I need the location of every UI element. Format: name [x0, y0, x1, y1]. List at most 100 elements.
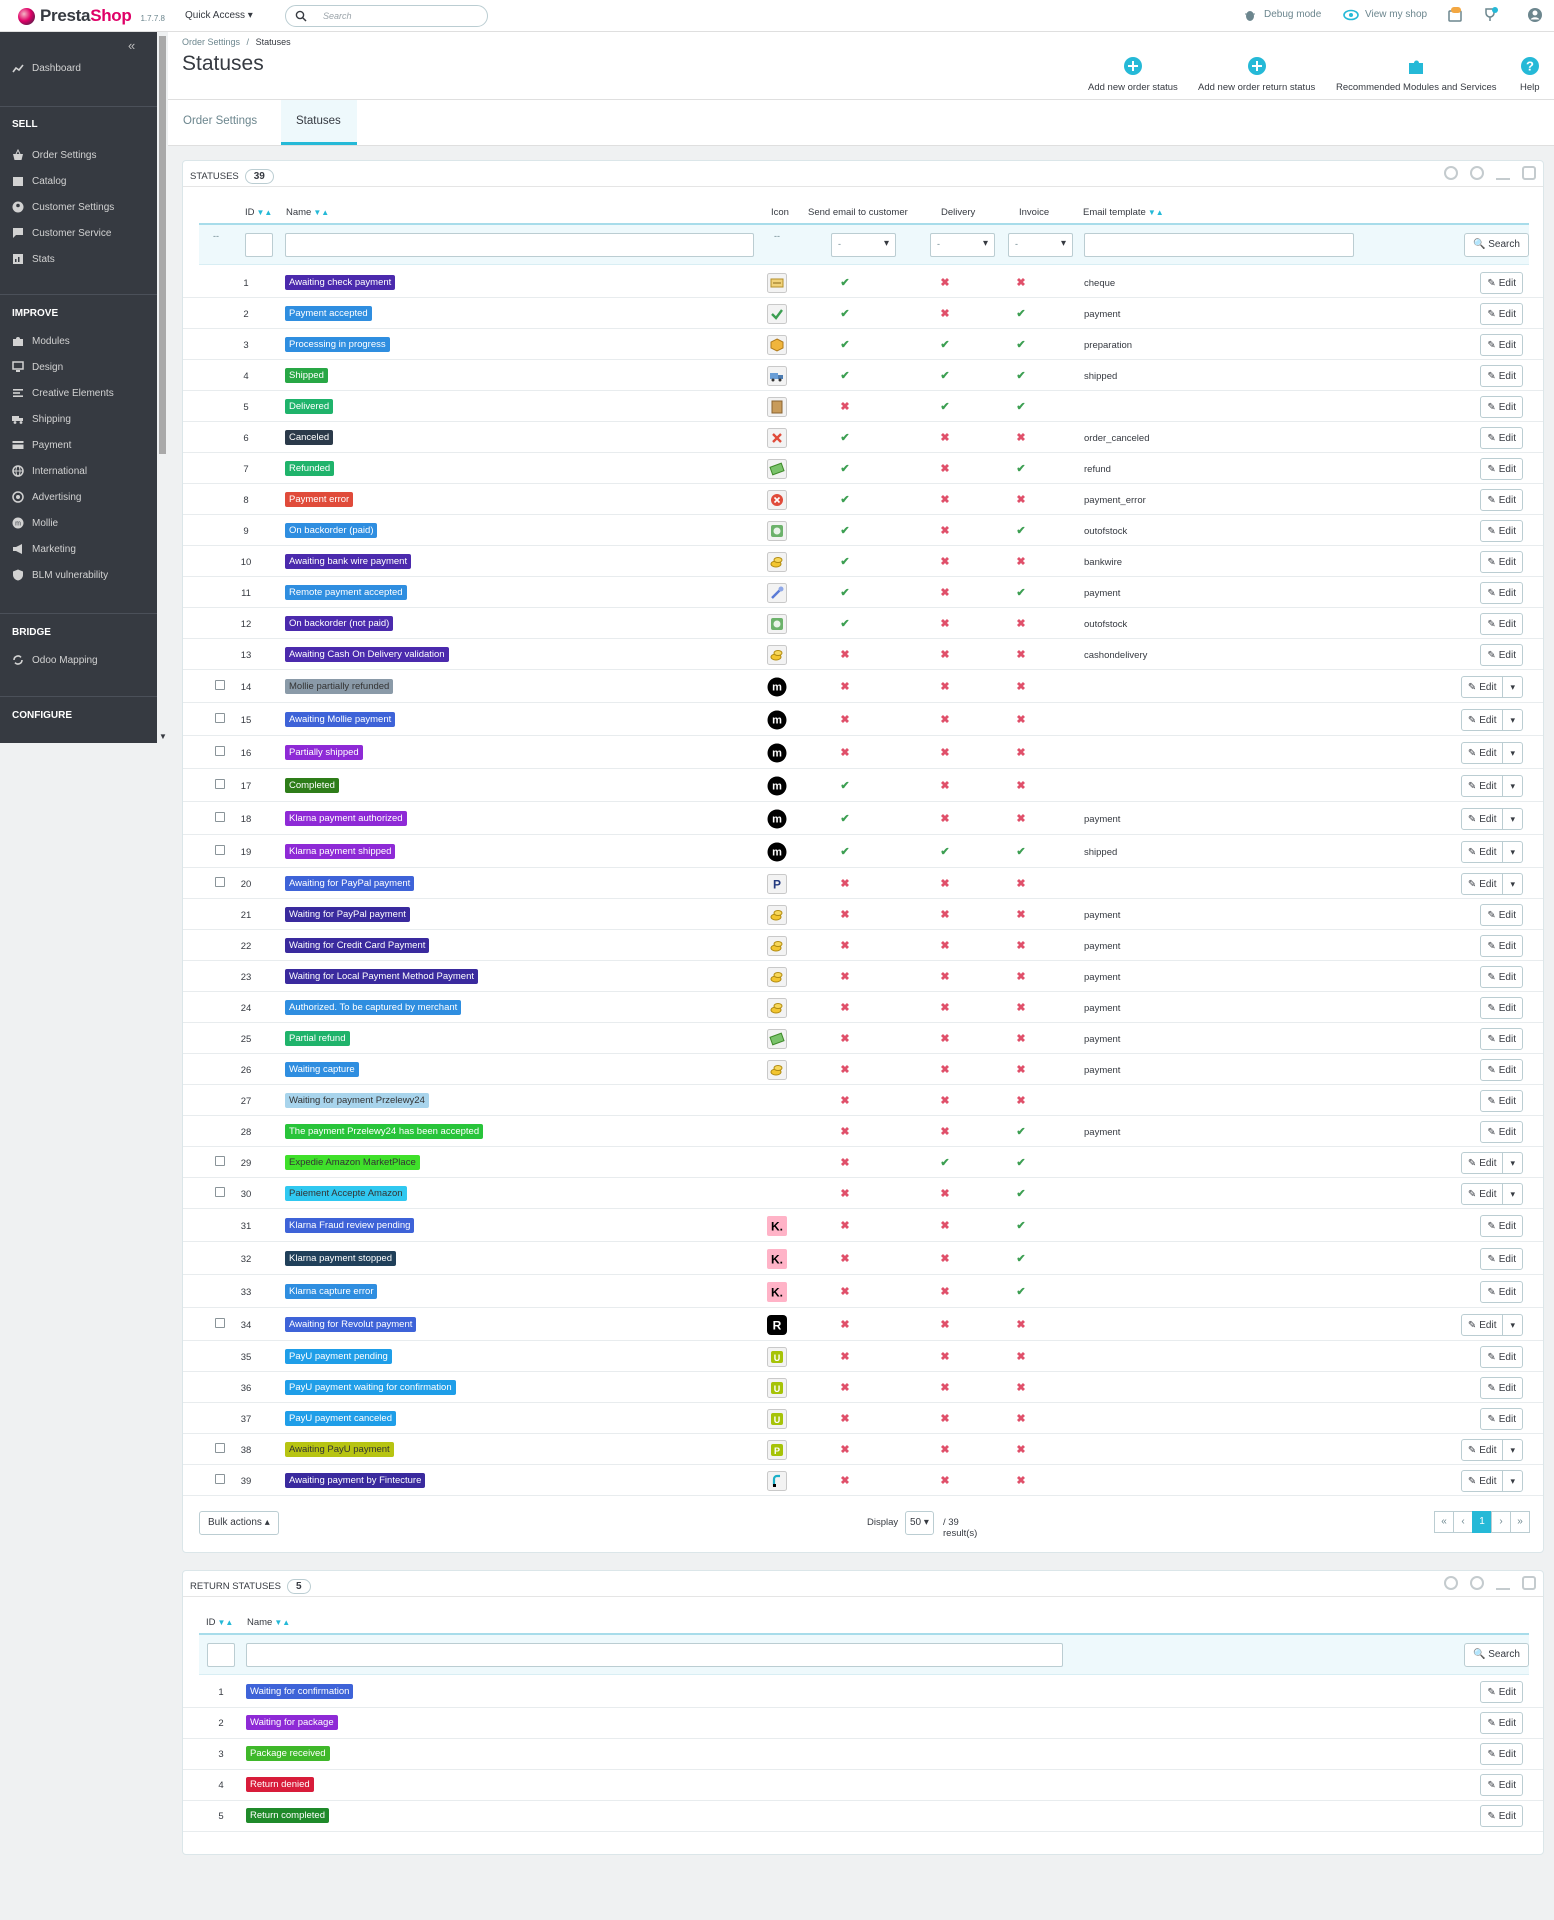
add-icon[interactable] — [1444, 166, 1458, 180]
row-checkbox[interactable] — [215, 1156, 225, 1166]
check-icon[interactable]: ✔ — [840, 813, 850, 825]
return-status-name-label[interactable]: Waiting for confirmation — [246, 1684, 354, 1699]
cross-icon[interactable]: ✖ — [840, 940, 850, 952]
cross-icon[interactable]: ✖ — [940, 1064, 950, 1076]
cross-icon[interactable]: ✖ — [840, 1351, 850, 1363]
row-checkbox[interactable] — [215, 812, 225, 822]
cross-icon[interactable]: ✖ — [840, 1095, 850, 1107]
edit-button[interactable]: ✎ Edit ▾ — [1460, 808, 1523, 830]
status-name-label[interactable]: Canceled — [285, 430, 334, 445]
cross-icon[interactable]: ✖ — [840, 1413, 850, 1425]
check-icon[interactable]: ✔ — [840, 587, 850, 599]
status-name-label[interactable]: Waiting for PayPal payment — [285, 907, 410, 922]
check-icon[interactable]: ✔ — [1016, 339, 1026, 351]
cross-icon[interactable]: ✖ — [1016, 1033, 1026, 1045]
edit-button[interactable]: ✎ Edit — [1480, 1281, 1523, 1303]
cross-icon[interactable]: ✖ — [940, 714, 950, 726]
caret-down-icon[interactable]: ▾ — [1502, 1153, 1522, 1173]
caret-down-icon[interactable]: ▾ — [1502, 710, 1522, 730]
sort-arrows-icon[interactable]: ▼▲ — [1147, 208, 1164, 217]
edit-button[interactable]: ✎ Edit — [1480, 1215, 1523, 1237]
sidebar-item-order-settings[interactable]: Order Settings — [12, 149, 96, 161]
check-icon[interactable]: ✔ — [1016, 1157, 1026, 1169]
cross-icon[interactable]: ✖ — [840, 1444, 850, 1456]
check-icon[interactable]: ✔ — [1016, 463, 1026, 475]
cross-icon[interactable]: ✖ — [1016, 971, 1026, 983]
cross-icon[interactable]: ✖ — [840, 971, 850, 983]
status-name-label[interactable]: Partially shipped — [285, 745, 363, 760]
edit-button[interactable]: ✎ Edit ▾ — [1460, 1439, 1523, 1461]
cross-icon[interactable]: ✖ — [940, 587, 950, 599]
check-icon[interactable]: ✔ — [1016, 370, 1026, 382]
cross-icon[interactable]: ✖ — [840, 714, 850, 726]
filter-template-input[interactable] — [1084, 233, 1354, 257]
status-name-label[interactable]: PayU payment canceled — [285, 1411, 396, 1426]
prestashop-logo[interactable]: PrestaShop 1.7.7.8 — [18, 6, 165, 26]
cross-icon[interactable]: ✖ — [1016, 681, 1026, 693]
cross-icon[interactable]: ✖ — [1016, 878, 1026, 890]
check-icon[interactable]: ✔ — [1016, 1286, 1026, 1298]
status-name-label[interactable]: Klarna payment stopped — [285, 1251, 396, 1266]
status-name-label[interactable]: Refunded — [285, 461, 335, 476]
cross-icon[interactable]: ✖ — [1016, 714, 1026, 726]
caret-down-icon[interactable]: ▾ — [1502, 1471, 1522, 1491]
cross-icon[interactable]: ✖ — [940, 1382, 950, 1394]
col-email-template[interactable]: Email template ▼▲ — [1083, 207, 1164, 218]
caret-down-icon[interactable]: ▾ — [1502, 809, 1522, 829]
edit-button[interactable]: ✎ Edit — [1480, 1377, 1523, 1399]
collapse-sidebar-icon[interactable]: « — [128, 38, 136, 53]
cross-icon[interactable]: ✖ — [940, 1188, 950, 1200]
sidebar-item-international[interactable]: International — [12, 465, 87, 477]
edit-button[interactable]: ✎ Edit — [1480, 520, 1523, 542]
sidebar-item-design[interactable]: Design — [12, 361, 63, 373]
debug-mode-link[interactable]: Debug mode — [1264, 9, 1322, 20]
caret-down-icon[interactable]: ▾ — [1502, 677, 1522, 697]
cross-icon[interactable]: ✖ — [1016, 618, 1026, 630]
filter-invoice-select[interactable]: - — [1008, 233, 1073, 257]
col-name[interactable]: Name ▼▲ — [286, 207, 329, 218]
status-name-label[interactable]: Shipped — [285, 368, 328, 383]
check-icon[interactable]: ✔ — [840, 556, 850, 568]
cross-icon[interactable]: ✖ — [1016, 556, 1026, 568]
sidebar-item-mollie[interactable]: m Mollie — [12, 517, 58, 529]
status-name-label[interactable]: Processing in progress — [285, 337, 390, 352]
sidebar-item-advertising[interactable]: Advertising — [12, 491, 81, 503]
check-icon[interactable]: ✔ — [840, 308, 850, 320]
check-icon[interactable]: ✔ — [840, 432, 850, 444]
status-name-label[interactable]: Awaiting Mollie payment — [285, 712, 396, 727]
edit-button[interactable]: ✎ Edit — [1480, 1059, 1523, 1081]
status-name-label[interactable]: Authorized. To be captured by merchant — [285, 1000, 462, 1015]
cross-icon[interactable]: ✖ — [940, 1220, 950, 1232]
cross-icon[interactable]: ✖ — [840, 1002, 850, 1014]
sidebar-item-stats[interactable]: Stats — [12, 253, 55, 265]
cross-icon[interactable]: ✖ — [1016, 747, 1026, 759]
cross-icon[interactable]: ✖ — [1016, 780, 1026, 792]
check-icon[interactable]: ✔ — [840, 525, 850, 537]
sidebar-item-marketing[interactable]: Marketing — [12, 543, 76, 555]
cross-icon[interactable]: ✖ — [1016, 1002, 1026, 1014]
cross-icon[interactable]: ✖ — [940, 308, 950, 320]
check-icon[interactable]: ✔ — [940, 401, 950, 413]
edit-button[interactable]: ✎ Edit — [1480, 272, 1523, 294]
cross-icon[interactable]: ✖ — [940, 1002, 950, 1014]
cross-icon[interactable]: ✖ — [940, 1253, 950, 1265]
row-checkbox[interactable] — [215, 845, 225, 855]
cross-icon[interactable]: ✖ — [1016, 1095, 1026, 1107]
cross-icon[interactable]: ✖ — [840, 1188, 850, 1200]
edit-button[interactable]: ✎ Edit — [1480, 1408, 1523, 1430]
edit-button[interactable]: ✎ Edit — [1480, 1248, 1523, 1270]
status-name-label[interactable]: Mollie partially refunded — [285, 679, 394, 694]
cross-icon[interactable]: ✖ — [840, 1033, 850, 1045]
row-checkbox[interactable] — [215, 779, 225, 789]
edit-button[interactable]: ✎ Edit — [1480, 1743, 1523, 1765]
add-order-status-button[interactable]: Add new order status — [1088, 57, 1178, 93]
status-name-label[interactable]: Waiting for Credit Card Payment — [285, 938, 430, 953]
caret-down-icon[interactable]: ▾ — [1502, 1440, 1522, 1460]
cross-icon[interactable]: ✖ — [840, 401, 850, 413]
sql-query-icon[interactable] — [1496, 166, 1510, 180]
check-icon[interactable]: ✔ — [1016, 846, 1026, 858]
view-my-shop-link[interactable]: View my shop — [1365, 9, 1428, 20]
cross-icon[interactable]: ✖ — [940, 1033, 950, 1045]
sidebar-item-customer-service[interactable]: Customer Service — [12, 227, 111, 239]
edit-button[interactable]: ✎ Edit — [1480, 1346, 1523, 1368]
